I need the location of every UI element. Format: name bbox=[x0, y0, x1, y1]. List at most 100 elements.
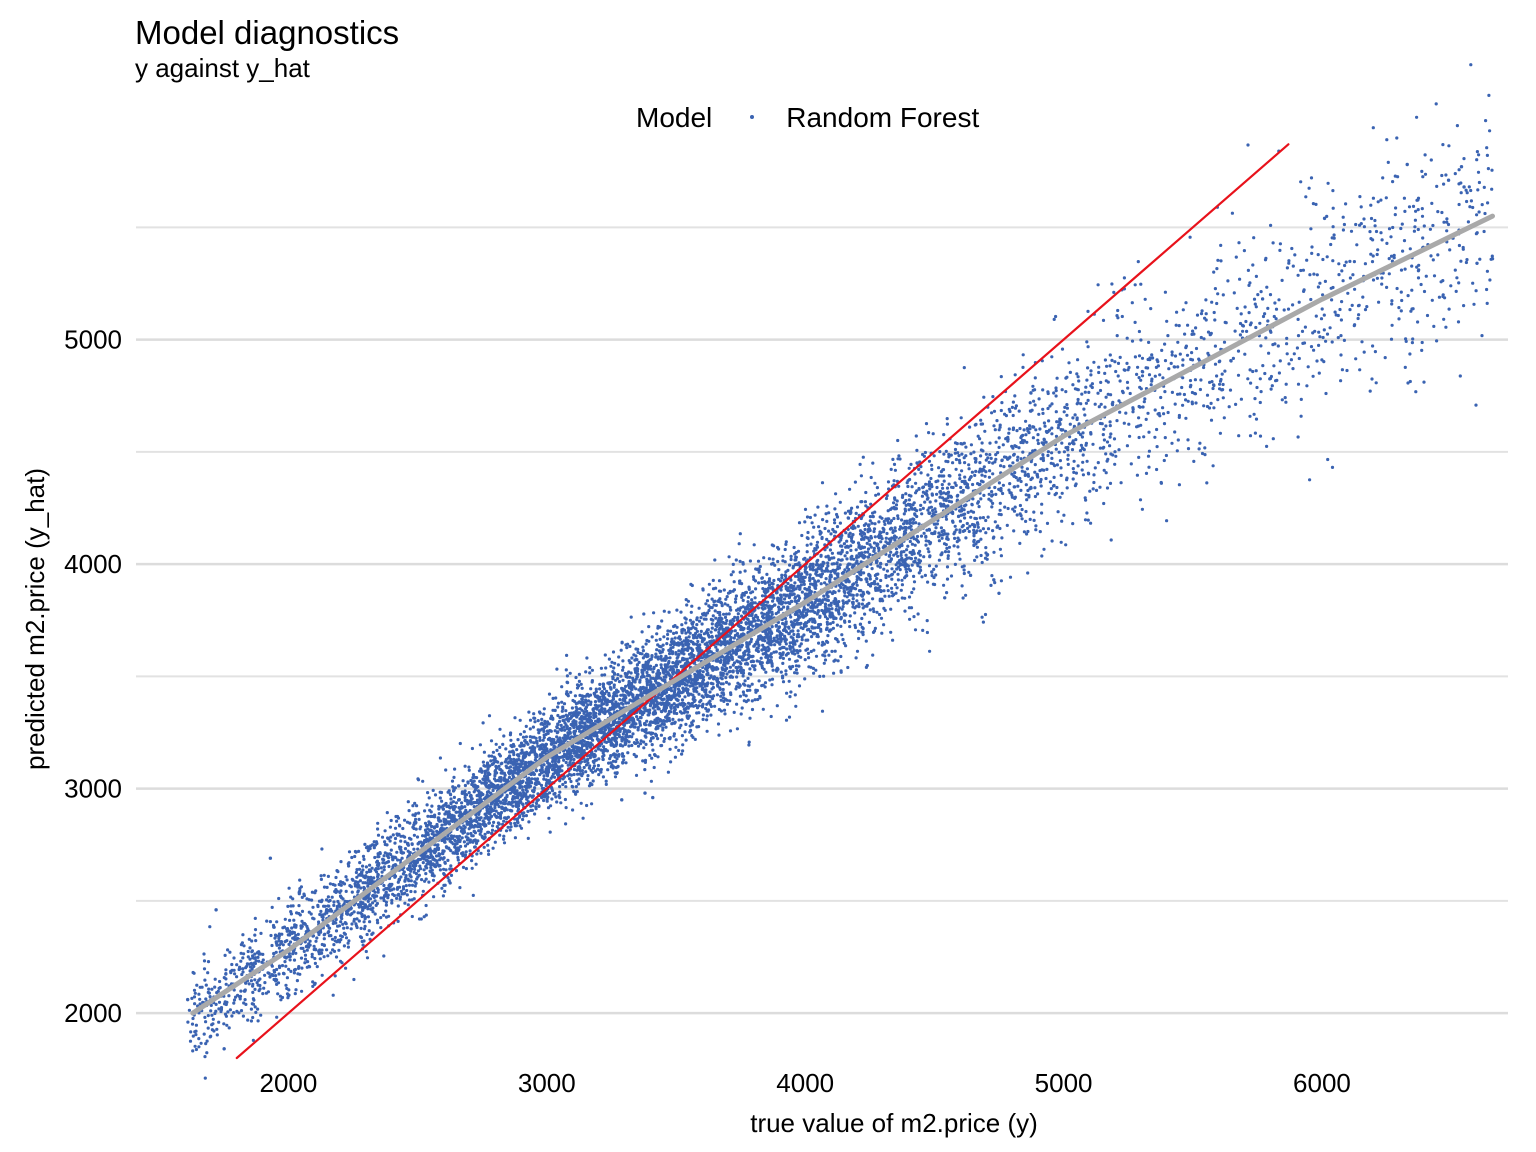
data-point bbox=[800, 533, 804, 538]
data-point bbox=[292, 971, 296, 975]
data-point bbox=[249, 1019, 253, 1023]
data-point bbox=[701, 587, 705, 591]
data-point bbox=[1045, 467, 1049, 471]
data-point bbox=[892, 516, 896, 521]
data-point bbox=[707, 593, 711, 597]
data-point bbox=[618, 706, 622, 710]
data-point bbox=[964, 445, 968, 449]
data-point bbox=[933, 507, 937, 511]
data-point bbox=[1226, 279, 1230, 283]
data-point bbox=[927, 564, 932, 568]
data-point bbox=[787, 657, 792, 661]
data-point bbox=[844, 613, 848, 617]
data-point bbox=[260, 960, 264, 964]
data-point bbox=[391, 865, 395, 869]
data-point bbox=[1142, 400, 1146, 404]
data-point bbox=[1169, 361, 1173, 365]
data-point bbox=[733, 600, 738, 604]
data-point bbox=[352, 919, 356, 923]
data-point bbox=[263, 973, 267, 977]
data-point bbox=[277, 896, 281, 901]
data-point bbox=[817, 641, 821, 645]
data-point bbox=[806, 536, 810, 541]
data-point bbox=[520, 748, 524, 752]
data-point bbox=[376, 833, 381, 837]
data-point bbox=[1010, 495, 1015, 499]
data-point bbox=[588, 666, 592, 670]
data-point bbox=[711, 578, 715, 583]
data-point bbox=[661, 643, 665, 647]
data-point bbox=[250, 950, 254, 954]
data-point bbox=[1373, 224, 1377, 228]
data-point bbox=[1476, 188, 1480, 192]
data-point bbox=[461, 779, 465, 783]
data-point bbox=[530, 808, 535, 812]
data-point bbox=[555, 735, 559, 739]
data-point bbox=[478, 832, 482, 836]
data-point bbox=[1212, 270, 1216, 274]
data-point bbox=[714, 645, 718, 649]
data-point bbox=[1181, 308, 1185, 312]
data-point bbox=[571, 808, 575, 812]
data-point bbox=[981, 620, 986, 624]
data-point bbox=[719, 643, 723, 647]
data-point bbox=[470, 746, 474, 751]
data-point bbox=[1049, 487, 1053, 491]
data-point bbox=[1031, 436, 1035, 440]
data-point bbox=[1369, 252, 1373, 256]
data-point bbox=[1471, 281, 1475, 285]
data-point bbox=[944, 543, 948, 547]
data-point bbox=[570, 784, 574, 789]
data-point bbox=[698, 633, 703, 637]
data-point bbox=[1193, 392, 1198, 396]
data-point bbox=[300, 966, 304, 970]
data-point bbox=[746, 676, 750, 681]
data-point bbox=[371, 931, 375, 935]
data-point bbox=[976, 434, 980, 438]
data-point bbox=[1136, 424, 1140, 428]
data-point bbox=[206, 960, 211, 964]
data-point bbox=[524, 814, 529, 818]
data-point bbox=[320, 847, 324, 851]
data-point bbox=[1419, 282, 1423, 287]
data-point bbox=[362, 857, 366, 862]
data-point bbox=[1101, 318, 1106, 322]
data-point bbox=[542, 735, 546, 740]
data-point bbox=[1296, 435, 1300, 439]
data-point bbox=[800, 590, 805, 594]
data-point bbox=[549, 776, 553, 780]
data-point bbox=[785, 691, 789, 695]
data-point bbox=[1083, 518, 1088, 522]
data-point bbox=[938, 495, 942, 499]
data-point bbox=[375, 886, 380, 890]
data-point bbox=[826, 561, 830, 565]
data-point bbox=[1215, 267, 1219, 271]
data-point bbox=[461, 865, 466, 870]
data-point bbox=[895, 586, 899, 590]
data-point bbox=[1050, 355, 1054, 359]
data-point bbox=[349, 927, 353, 931]
data-point bbox=[1170, 353, 1174, 357]
data-point bbox=[1415, 115, 1419, 119]
data-point bbox=[798, 649, 802, 653]
data-point bbox=[526, 809, 530, 814]
data-point bbox=[1181, 363, 1185, 367]
data-point bbox=[770, 625, 774, 629]
data-point bbox=[1383, 356, 1387, 360]
data-point bbox=[832, 562, 836, 566]
data-point bbox=[1483, 211, 1487, 216]
data-point bbox=[753, 664, 757, 668]
data-point bbox=[1320, 358, 1324, 362]
data-point bbox=[1076, 375, 1080, 379]
data-point bbox=[551, 757, 555, 761]
data-point bbox=[777, 625, 782, 629]
data-point bbox=[482, 845, 486, 849]
data-point bbox=[1033, 486, 1037, 490]
data-point bbox=[998, 425, 1002, 429]
data-point bbox=[965, 521, 969, 526]
data-point bbox=[770, 610, 774, 614]
data-point bbox=[419, 867, 423, 871]
data-point bbox=[407, 836, 412, 840]
data-point bbox=[979, 479, 984, 483]
